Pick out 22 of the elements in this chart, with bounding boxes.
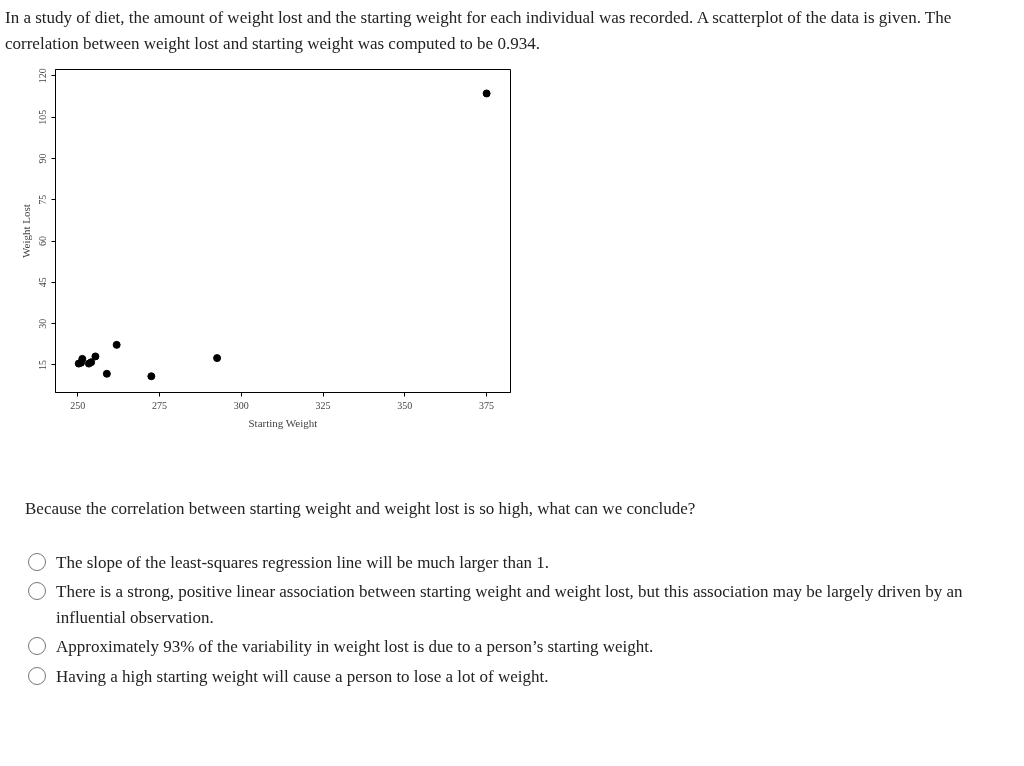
y-tick-label: 90 [37, 153, 49, 164]
text: The slope of the least-squares regression line will be much larger than 1. [56, 551, 550, 574]
x-tick-label: 350 [397, 399, 413, 411]
x-tick-label: 325 [315, 399, 331, 411]
chart-title: In a study of diet, the amount of weight lost and the starting weight for each individual was recorded. A scatterplot of the data is given. The correlation between weight lost and starting weight was computed to be 0.934. [5, 7, 953, 55]
x-tick-label: 275 [152, 399, 168, 411]
y-tick-label: 45 [37, 277, 49, 288]
x-tick-label: 375 [479, 399, 495, 411]
text: There is a strong, positive linear association between starting weight and weight lost, but this association may be largely driven by an influential observation. [56, 581, 964, 629]
y-tick-label: 15 [37, 359, 49, 370]
y-tick-label: 105 [37, 109, 49, 125]
y-axis-title: Weight Lost [19, 204, 32, 258]
x-tick-label: 300 [233, 399, 249, 411]
y-tick-label: 75 [37, 194, 49, 205]
x-axis-title: Starting Weight [248, 416, 318, 429]
text: Approximately 93% of the variability in weight lost is due to a person’s starting weight. [56, 636, 654, 658]
y-tick-label: 60 [37, 236, 49, 247]
x-tick-label: 250 [70, 399, 86, 411]
text: Because the correlation between starting weight and weight lost is so high, what can we conclude? [25, 498, 696, 520]
y-tick-label: 120 [37, 68, 49, 84]
text: Having a high starting weight will cause a person to lose a lot of weight. [56, 665, 549, 688]
y-tick-label: 30 [37, 318, 49, 329]
